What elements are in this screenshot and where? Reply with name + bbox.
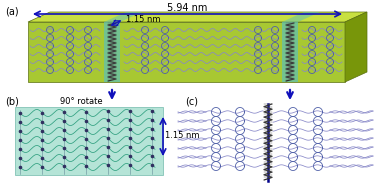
Text: (a): (a) xyxy=(5,7,19,17)
Text: (c): (c) xyxy=(185,97,198,107)
Polygon shape xyxy=(104,12,142,22)
Polygon shape xyxy=(28,22,345,82)
Polygon shape xyxy=(345,12,367,82)
Polygon shape xyxy=(282,12,320,22)
Polygon shape xyxy=(104,22,120,82)
Text: (b): (b) xyxy=(5,97,19,107)
Text: 90° rotate: 90° rotate xyxy=(60,97,102,106)
Text: 1.15 nm: 1.15 nm xyxy=(165,132,200,140)
Polygon shape xyxy=(28,12,367,22)
Polygon shape xyxy=(282,22,298,82)
Text: 5.94 nm: 5.94 nm xyxy=(167,3,207,13)
Text: 1.15 nm: 1.15 nm xyxy=(126,16,161,24)
FancyBboxPatch shape xyxy=(15,107,163,175)
